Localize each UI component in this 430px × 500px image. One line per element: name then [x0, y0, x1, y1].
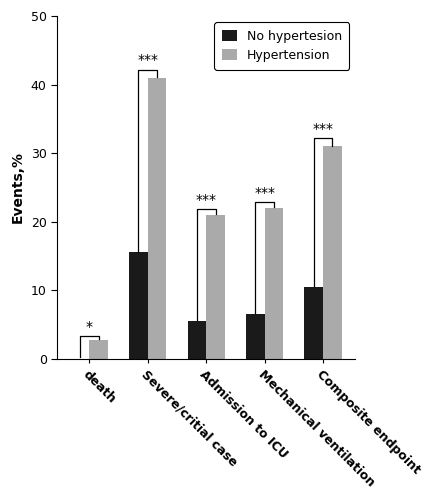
- Y-axis label: Events,%: Events,%: [11, 152, 25, 224]
- Legend: No hypertesion, Hypertension: No hypertesion, Hypertension: [214, 22, 349, 70]
- Bar: [323, 146, 342, 358]
- Bar: [304, 286, 323, 358]
- Bar: [246, 314, 265, 358]
- Bar: [129, 252, 148, 358]
- Bar: [187, 321, 206, 358]
- Text: ***: ***: [254, 186, 275, 200]
- Bar: [265, 208, 283, 358]
- Text: ***: ***: [137, 54, 158, 68]
- Text: ***: ***: [196, 192, 217, 206]
- Text: *: *: [86, 320, 93, 334]
- Bar: [89, 340, 108, 358]
- Text: ***: ***: [313, 122, 334, 136]
- Bar: [148, 78, 166, 358]
- Bar: [206, 215, 225, 358]
